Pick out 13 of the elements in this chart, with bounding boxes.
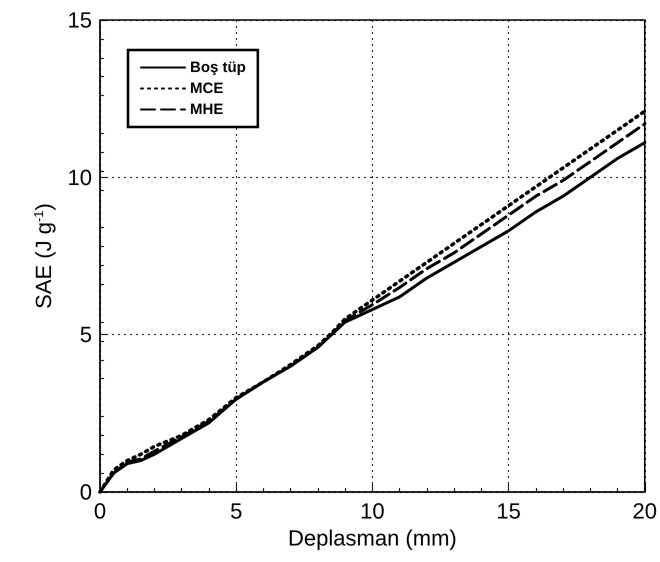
legend-label: MHE bbox=[190, 101, 224, 118]
x-tick-label: 15 bbox=[496, 498, 521, 524]
y-tick-label: 0 bbox=[80, 480, 92, 504]
y-tick-label: 5 bbox=[80, 322, 92, 348]
y-tick-label: 10 bbox=[68, 164, 92, 190]
legend-label: Boş tüp bbox=[190, 59, 246, 76]
x-tick-label: 10 bbox=[360, 498, 385, 524]
x-tick-label: 5 bbox=[230, 498, 242, 524]
x-axis-title: Deplasman (mm) bbox=[288, 525, 457, 550]
legend-label: MCE bbox=[190, 80, 224, 97]
y-tick-label: 15 bbox=[68, 8, 92, 32]
x-tick-label: 20 bbox=[632, 498, 658, 524]
y-axis-title: SAE (J g-1) bbox=[31, 203, 56, 309]
